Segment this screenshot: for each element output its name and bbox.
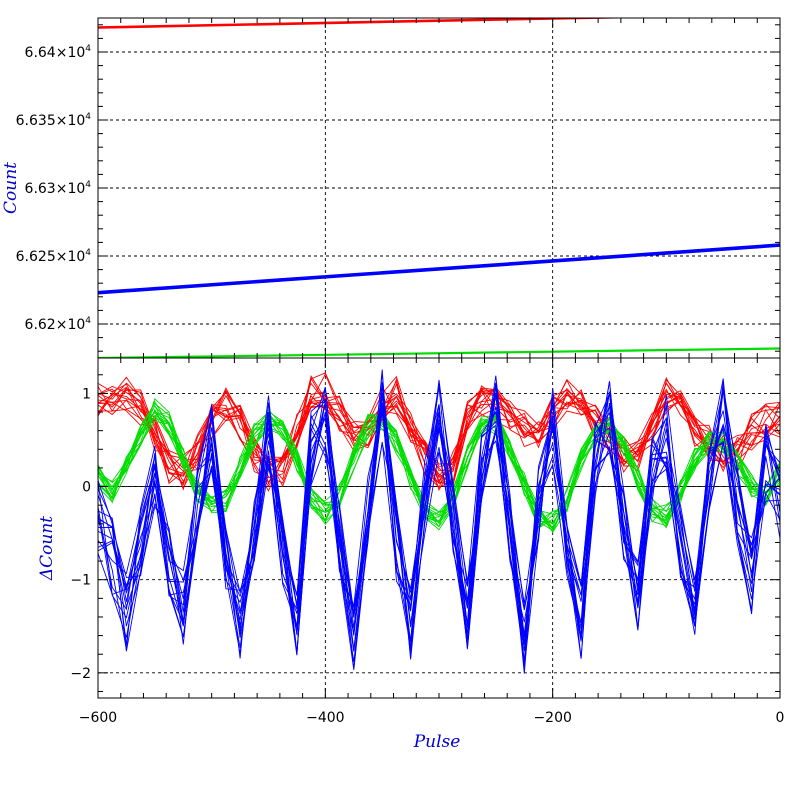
y-tick-label: 6.63×104 (25, 180, 92, 197)
y-tick-label-exponent: 4 (85, 248, 91, 258)
bottom-panel-frame (97, 357, 781, 699)
bottom-y-axis-label: ΔCount (37, 516, 57, 581)
bottom-series-line (98, 404, 780, 531)
top-series-line-1 (98, 243, 780, 295)
y-tick-label-mantissa: 6.625×10 (16, 249, 86, 265)
x-tick-label: −200 (533, 710, 571, 726)
bottom-series-line (98, 386, 780, 660)
x-tick-label: −600 (79, 710, 117, 726)
bottom-series-line (98, 411, 780, 534)
bottom-series-line (98, 402, 780, 528)
bottom-panel-x-tick-labels: −600 −400 −200 0 (79, 710, 785, 726)
y-tick-label-mantissa: 6.62×10 (25, 317, 86, 333)
y-tick-label-exponent: 4 (85, 180, 91, 190)
x-axis-label: Pulse (413, 732, 461, 752)
bottom-panel-series (98, 369, 780, 674)
y-tick-label: 6.62×104 (25, 316, 92, 333)
y-tick-label-exponent: 4 (85, 44, 91, 54)
bottom-series-line (98, 386, 780, 659)
bottom-series-line (98, 381, 780, 670)
bottom-panel-y-tick-labels: −2 −1 0 1 (70, 386, 91, 681)
bottom-panel-ticks (97, 358, 781, 698)
bottom-series-line (98, 388, 780, 470)
bottom-series-line (98, 382, 780, 659)
y-tick-label: 6.635×104 (16, 112, 92, 129)
y-tick-label-exponent: 4 (85, 112, 91, 122)
y-tick-label: −1 (70, 573, 91, 589)
y-tick-label-mantissa: 6.635×10 (16, 113, 86, 129)
y-tick-label-mantissa: 6.64×10 (25, 45, 86, 61)
top-panel: 6.62×1046.625×1046.63×1046.635×1046.64×1… (1, 17, 781, 359)
x-tick-label: −400 (306, 710, 344, 726)
y-tick-label: 0 (82, 480, 91, 496)
top-panel-grid (98, 18, 780, 358)
y-tick-label: 6.625×104 (16, 248, 92, 265)
y-tick-label-exponent: 4 (85, 316, 91, 326)
x-tick-label: 0 (776, 710, 785, 726)
top-panel-y-tick-labels: 6.62×1046.625×1046.63×1046.635×1046.64×1… (16, 44, 92, 333)
y-tick-label: 1 (82, 386, 91, 402)
y-tick-label-mantissa: 6.63×10 (25, 181, 86, 197)
top-panel-series (98, 18, 780, 358)
bottom-panel: −2 −1 0 1 −600 −400 −200 0 ΔCount Pulse (37, 357, 785, 752)
bottom-series-line (98, 378, 780, 649)
y-tick-label: 6.64×104 (25, 44, 92, 61)
bottom-series-line (98, 373, 780, 472)
bottom-series-line (98, 381, 780, 674)
bottom-series-line (98, 393, 780, 650)
bottom-series-line (98, 386, 780, 659)
top-y-axis-label: Count (1, 162, 21, 214)
bottom-series-line (98, 411, 780, 525)
y-tick-label: −2 (70, 666, 91, 682)
